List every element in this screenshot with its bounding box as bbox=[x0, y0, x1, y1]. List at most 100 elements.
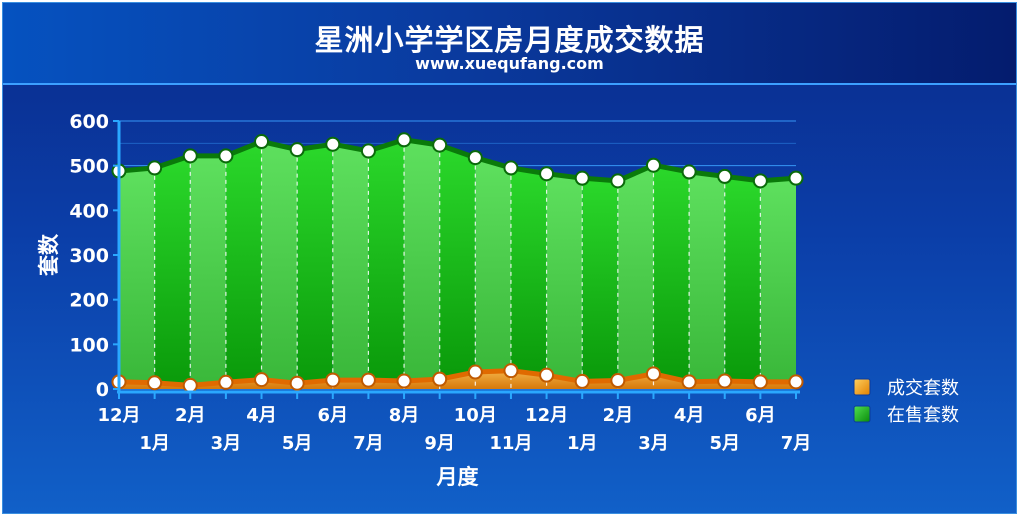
x-tick-label: 3月 bbox=[211, 433, 242, 454]
y-tick-label: 100 bbox=[69, 334, 109, 356]
data-point-在售套数 bbox=[254, 134, 270, 150]
y-tick-label: 200 bbox=[69, 290, 109, 312]
x-tick-label: 10月 bbox=[454, 405, 497, 426]
data-point-在售套数 bbox=[218, 148, 234, 164]
area-segment-在售套数 bbox=[510, 167, 547, 376]
data-point-在售套数 bbox=[539, 166, 555, 182]
x-tick-label: 3月 bbox=[638, 433, 669, 454]
area-segment-在售套数 bbox=[332, 144, 369, 381]
x-tick-label: 6月 bbox=[318, 405, 349, 426]
x-tick-label: 7月 bbox=[781, 433, 812, 454]
x-tick-label: 8月 bbox=[389, 405, 420, 426]
y-tick-label: 0 bbox=[96, 379, 109, 401]
x-tick-label: 2月 bbox=[603, 405, 634, 426]
data-point-在售套数 bbox=[788, 170, 804, 186]
y-tick-label: 300 bbox=[69, 245, 109, 267]
legend-label: 成交套数 bbox=[887, 378, 959, 399]
area-segment-在售套数 bbox=[225, 141, 262, 383]
area-segment-在售套数 bbox=[617, 165, 654, 381]
data-point-在售套数 bbox=[467, 150, 483, 166]
x-tick-label: 4月 bbox=[674, 405, 705, 426]
data-point-在售套数 bbox=[432, 137, 448, 153]
data-point-在售套数 bbox=[610, 173, 626, 189]
area-segment-在售套数 bbox=[724, 176, 761, 382]
x-tick-label: 1月 bbox=[567, 433, 598, 454]
data-point-成交套数 bbox=[610, 373, 626, 389]
tick-labels: 010020030040050060012月1月2月3月4月5月6月7月8月9月… bbox=[37, 111, 811, 489]
data-point-成交套数 bbox=[396, 373, 412, 389]
y-axis-title: 套数 bbox=[37, 233, 61, 276]
area-stripes bbox=[119, 139, 796, 386]
area-segment-在售套数 bbox=[190, 155, 226, 386]
column-dividers bbox=[154, 139, 761, 389]
x-tick-label: 12月 bbox=[525, 405, 568, 426]
data-point-在售套数 bbox=[325, 136, 341, 152]
data-point-成交套数 bbox=[432, 371, 448, 387]
data-point-在售套数 bbox=[681, 164, 697, 180]
legend-label: 在售套数 bbox=[887, 405, 959, 426]
data-point-成交套数 bbox=[467, 364, 483, 380]
x-tick-label: 6月 bbox=[745, 405, 776, 426]
x-tick-label: 11月 bbox=[489, 433, 532, 454]
area-segment-在售套数 bbox=[154, 155, 191, 386]
area-chart: 010020030040050060012月1月2月3月4月5月6月7月8月9月… bbox=[37, 111, 959, 489]
area-segment-在售套数 bbox=[475, 157, 511, 373]
legend-swatch bbox=[853, 378, 871, 396]
chart-title: 星洲小学学区房月度成交数据 bbox=[314, 23, 705, 57]
x-axis-title: 月度 bbox=[436, 465, 479, 489]
x-tick-label: 9月 bbox=[424, 433, 455, 454]
data-point-在售套数 bbox=[396, 132, 412, 148]
x-tick-label: 1月 bbox=[139, 433, 170, 454]
data-point-在售套数 bbox=[360, 143, 376, 159]
data-point-成交套数 bbox=[717, 373, 733, 389]
area-segment-在售套数 bbox=[404, 139, 440, 381]
data-point-在售套数 bbox=[717, 168, 733, 184]
data-points bbox=[111, 132, 804, 393]
data-point-成交套数 bbox=[788, 374, 804, 390]
area-segment-在售套数 bbox=[439, 145, 476, 380]
data-point-在售套数 bbox=[503, 160, 519, 176]
data-point-在售套数 bbox=[645, 157, 661, 173]
area-segment-在售套数 bbox=[653, 165, 690, 382]
chart-subtitle: www.xuequfang.com bbox=[415, 54, 604, 73]
data-point-成交套数 bbox=[574, 373, 590, 389]
legend-swatch bbox=[853, 405, 871, 423]
data-point-成交套数 bbox=[645, 366, 661, 382]
data-point-在售套数 bbox=[147, 160, 163, 176]
area-segment-在售套数 bbox=[689, 171, 725, 382]
data-point-在售套数 bbox=[182, 148, 198, 164]
data-point-成交套数 bbox=[147, 375, 163, 391]
area-segment-在售套数 bbox=[368, 139, 405, 381]
data-point-成交套数 bbox=[752, 374, 768, 390]
data-point-成交套数 bbox=[254, 372, 270, 388]
data-point-成交套数 bbox=[325, 372, 341, 388]
x-tick-label: 5月 bbox=[709, 433, 740, 454]
data-point-成交套数 bbox=[360, 372, 376, 388]
y-tick-label: 400 bbox=[69, 200, 109, 222]
data-point-成交套数 bbox=[503, 363, 519, 379]
data-point-在售套数 bbox=[574, 170, 590, 186]
data-point-成交套数 bbox=[218, 374, 234, 390]
axes bbox=[113, 120, 800, 399]
y-tick-label: 500 bbox=[69, 156, 109, 178]
area-segment-在售套数 bbox=[546, 173, 583, 382]
x-tick-label: 4月 bbox=[246, 405, 277, 426]
x-tick-label: 7月 bbox=[353, 433, 384, 454]
y-tick-label: 600 bbox=[69, 111, 109, 133]
data-point-成交套数 bbox=[289, 375, 305, 391]
data-point-成交套数 bbox=[681, 374, 697, 390]
x-tick-label: 12月 bbox=[97, 405, 140, 426]
area-segment-在售套数 bbox=[582, 178, 618, 382]
data-point-成交套数 bbox=[539, 367, 555, 383]
area-segment-在售套数 bbox=[297, 144, 333, 384]
area-segment-在售套数 bbox=[760, 178, 796, 382]
chart-header: 星洲小学学区房月度成交数据 www.xuequfang.com bbox=[3, 3, 1016, 85]
data-point-在售套数 bbox=[752, 173, 768, 189]
data-point-在售套数 bbox=[289, 142, 305, 158]
x-tick-label: 2月 bbox=[175, 405, 206, 426]
area-segment-在售套数 bbox=[119, 167, 155, 383]
data-point-成交套数 bbox=[182, 377, 198, 393]
x-tick-label: 5月 bbox=[282, 433, 313, 454]
